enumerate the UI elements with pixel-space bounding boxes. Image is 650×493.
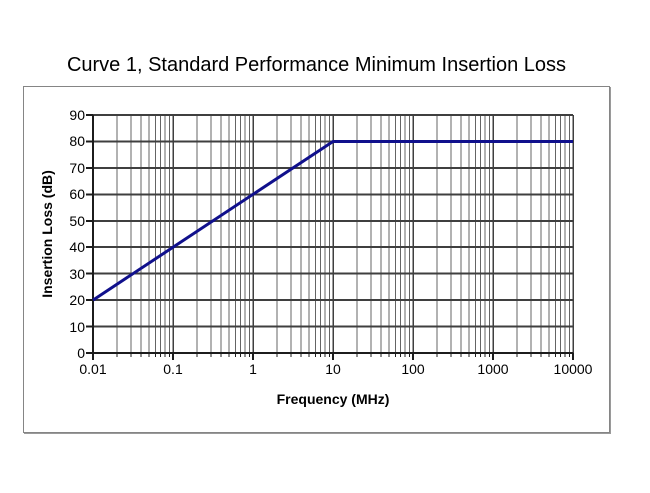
y-tick-label: 10 — [69, 318, 85, 335]
y-tick-label: 90 — [69, 107, 85, 123]
x-tick-label: 10000 — [553, 361, 593, 377]
y-tick-label: 60 — [69, 186, 85, 203]
series-line-curve-1 — [92, 139, 573, 302]
chart-title: Curve 1, Standard Performance Minimum In… — [66, 54, 567, 76]
y-tick-label: 80 — [69, 133, 85, 150]
x-tick-label: 1 — [249, 361, 257, 377]
plot-frame — [23, 86, 610, 433]
y-tick-label: 0 — [77, 345, 85, 361]
x-axis-title: Frequency (MHz) — [276, 391, 390, 407]
x-tick-label: 1000 — [477, 361, 509, 377]
y-tick-label: 20 — [69, 292, 85, 309]
y-tick-label: 30 — [69, 265, 85, 282]
y-tick-label: 50 — [69, 212, 85, 229]
x-tick-label: 10 — [325, 361, 341, 377]
y-tick-label: 40 — [69, 239, 85, 256]
x-tick-label: 0.1 — [163, 361, 183, 377]
x-tick-label: 0.01 — [79, 361, 107, 377]
x-tick-label: 100 — [401, 361, 425, 377]
y-tick-label: 70 — [69, 159, 85, 176]
